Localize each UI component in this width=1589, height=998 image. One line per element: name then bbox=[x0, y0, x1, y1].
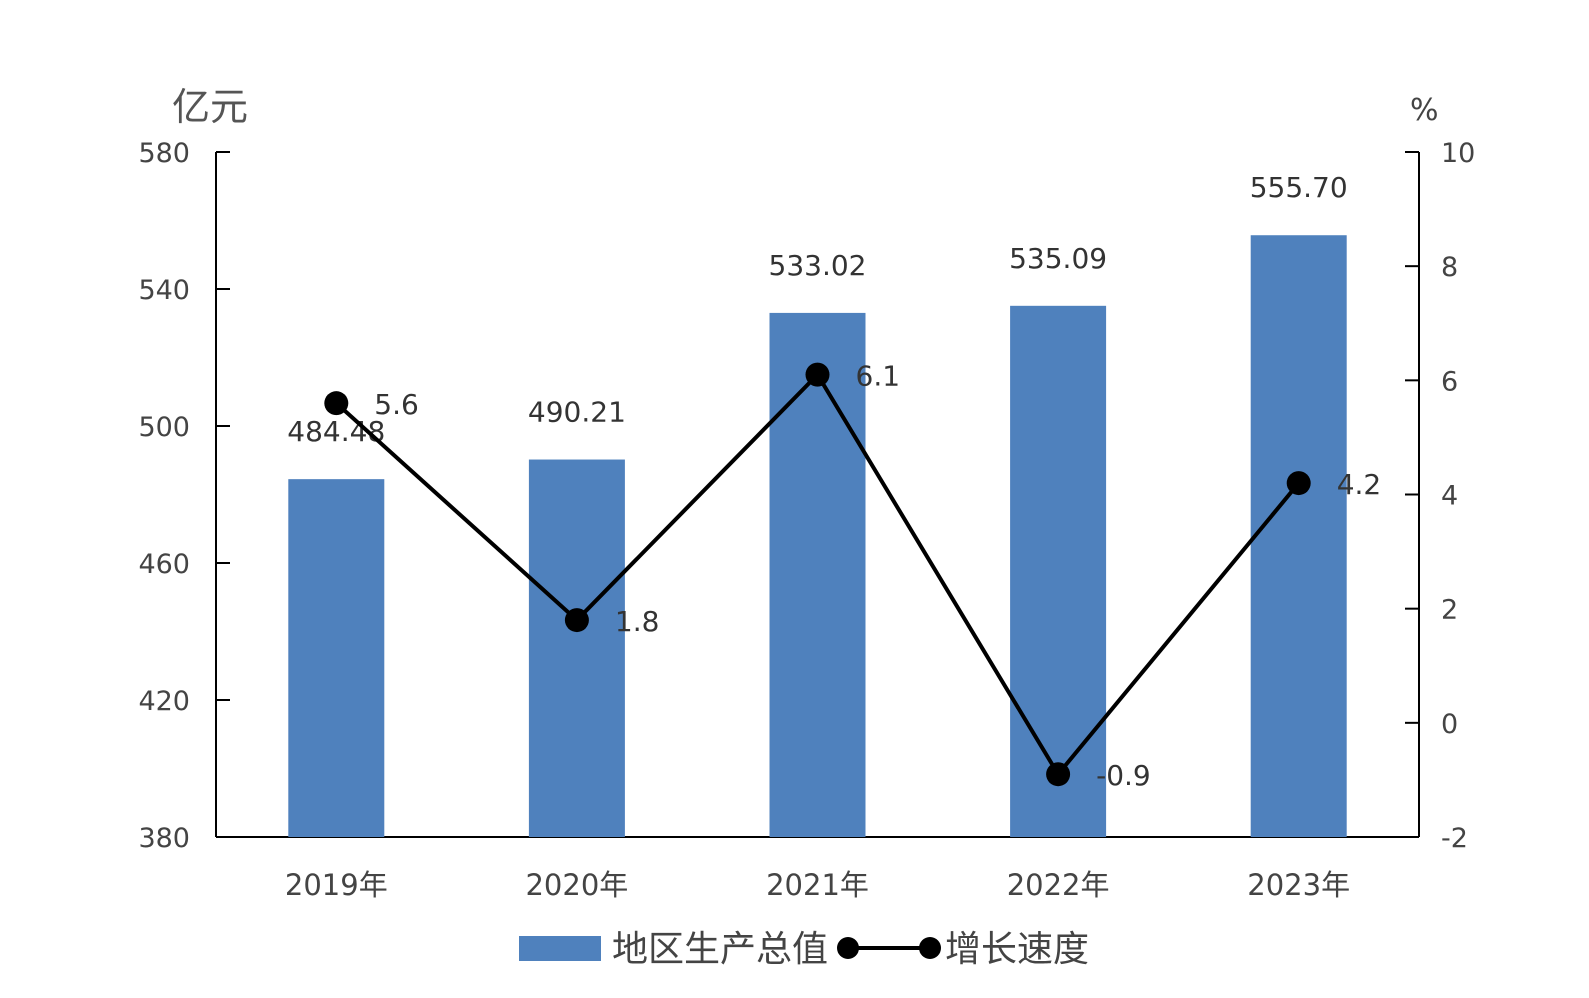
legend-line-marker-right bbox=[919, 937, 941, 959]
x-axis-category-label: 2020年 bbox=[525, 868, 628, 902]
line-data-label: 6.1 bbox=[856, 360, 901, 393]
bar-data-label: 555.70 bbox=[1250, 171, 1348, 204]
right-axis-tick-label: 6 bbox=[1441, 366, 1458, 397]
line-series-group bbox=[324, 362, 1311, 787]
right-axis-tick-label: 0 bbox=[1441, 709, 1458, 740]
x-axis-category-label: 2019年 bbox=[285, 868, 388, 902]
legend-line-label: 增长速度 bbox=[945, 929, 1089, 970]
line-data-label: 1.8 bbox=[615, 605, 660, 638]
bar-2022年 bbox=[1010, 305, 1107, 837]
line-point-2022年 bbox=[1046, 762, 1071, 787]
bar-2020年 bbox=[528, 459, 625, 837]
bar-2021年 bbox=[769, 312, 866, 837]
left-axis-tick-label: 380 bbox=[138, 823, 190, 854]
right-axis-tick-label: 2 bbox=[1441, 595, 1458, 626]
bar-series-group bbox=[288, 235, 1347, 838]
right-axis-tick-label: 8 bbox=[1441, 252, 1458, 283]
line-labels-group: 5.6 1.8 6.1 -0.9 4.2 bbox=[374, 360, 1381, 793]
left-axis-tick-label: 580 bbox=[138, 138, 190, 169]
right-axis-tick-label: 10 bbox=[1441, 138, 1475, 169]
legend: 地区生产总值 增长速度 bbox=[519, 929, 1089, 970]
bar-2023年 bbox=[1250, 235, 1347, 838]
line-data-label: -0.9 bbox=[1096, 759, 1151, 792]
right-axis-tick-label: -2 bbox=[1441, 823, 1468, 854]
x-axis-category-label: 2023年 bbox=[1247, 868, 1350, 902]
bar-2019年 bbox=[288, 479, 385, 837]
line-point-2021年 bbox=[805, 362, 830, 387]
bar-data-label: 535.09 bbox=[1009, 242, 1107, 275]
line-point-2020年 bbox=[564, 608, 589, 633]
right-axis-tick-label: 4 bbox=[1441, 481, 1458, 512]
line-data-label: 4.2 bbox=[1337, 468, 1382, 501]
left-axis-tick-label: 420 bbox=[138, 686, 190, 717]
right-axis-unit-label: % bbox=[1410, 93, 1439, 128]
line-point-2019年 bbox=[324, 391, 349, 416]
legend-line-marker-left bbox=[837, 937, 859, 959]
left-axis-tick-label: 500 bbox=[138, 412, 190, 443]
bar-data-label: 533.02 bbox=[769, 249, 867, 282]
left-axis-unit-label: 亿元 bbox=[172, 85, 248, 129]
axes-group: 380 420 460 500 540 580 -2 0 2 4 6 8 10 亿元 % 2019年 2020年… bbox=[138, 85, 1475, 902]
line-data-label: 5.6 bbox=[374, 388, 419, 421]
bar-data-label: 490.21 bbox=[528, 396, 626, 429]
line-point-2023年 bbox=[1286, 471, 1311, 496]
legend-bar-swatch bbox=[519, 936, 601, 961]
legend-bar-label: 地区生产总值 bbox=[612, 929, 828, 970]
left-axis-tick-label: 540 bbox=[138, 275, 190, 306]
x-axis-category-label: 2022年 bbox=[1007, 868, 1110, 902]
left-axis-tick-label: 460 bbox=[138, 549, 190, 580]
x-axis-category-label: 2021年 bbox=[766, 868, 869, 902]
